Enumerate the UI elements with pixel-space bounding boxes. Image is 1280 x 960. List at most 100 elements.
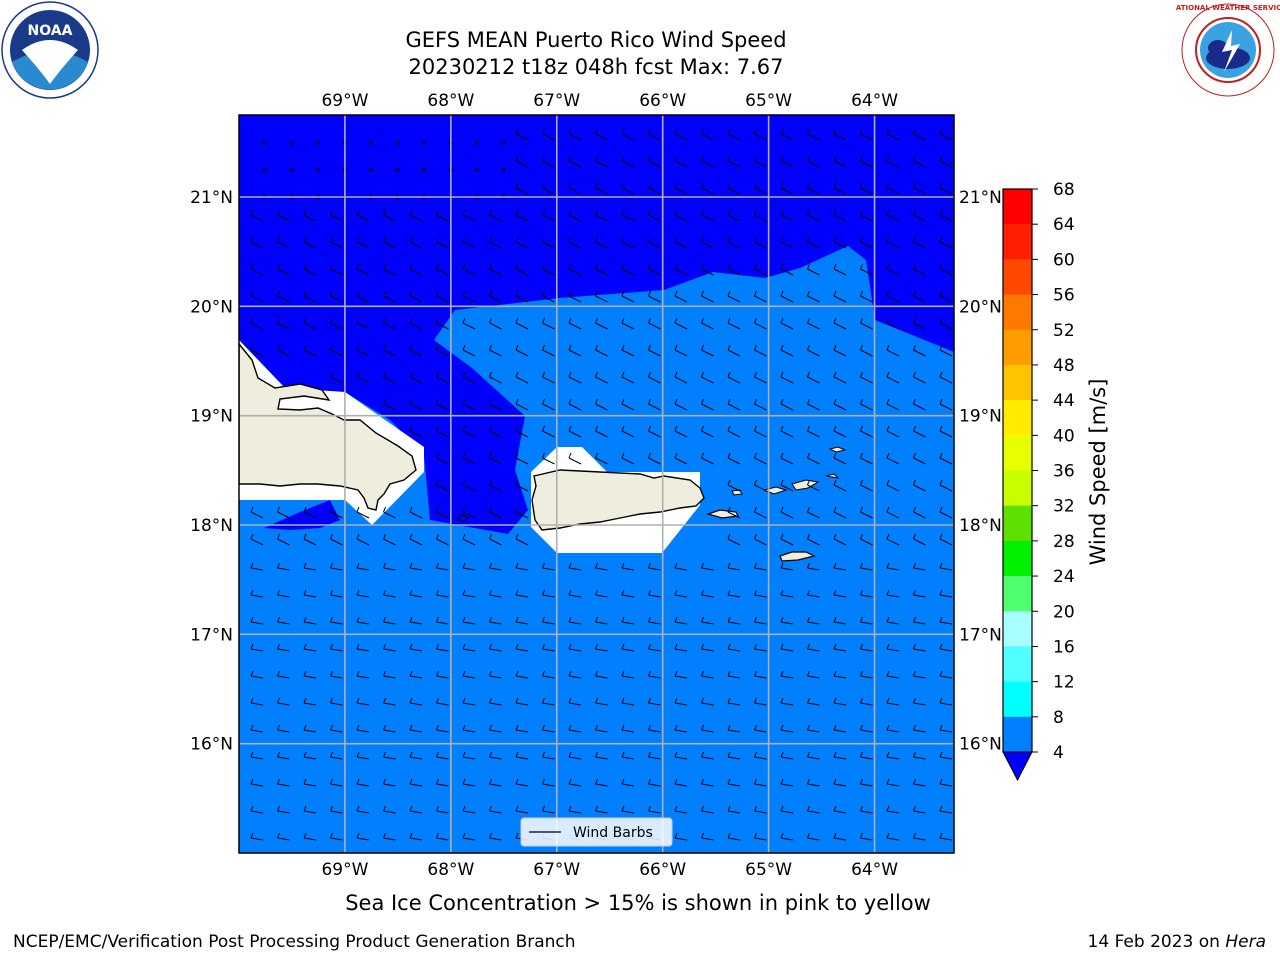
colorbar-tick-label: 16 — [1053, 637, 1075, 657]
wind-barb-flag — [568, 778, 572, 785]
wind-barb-shaft — [542, 783, 555, 787]
wind-barb-flag — [648, 778, 651, 785]
colorbar-tick-label: 8 — [1053, 708, 1064, 728]
wind-barb-flag — [648, 317, 651, 324]
wind-barb-flag — [886, 533, 890, 540]
wind-barb-flag — [780, 263, 784, 270]
wind-barb-shaft — [754, 810, 767, 814]
wind-barb-shaft — [727, 376, 741, 384]
colorbar-band — [1003, 294, 1032, 331]
wind-barb-shaft — [674, 621, 688, 625]
wind-barb-shaft — [330, 511, 343, 519]
wind-barb-shaft — [489, 702, 502, 706]
wind-barb-shaft — [648, 349, 661, 357]
wind-barb-flag — [727, 182, 731, 189]
wind-barb-flag — [913, 344, 916, 351]
wind-barb-shaft — [860, 837, 873, 841]
wind-barb-shaft — [356, 837, 370, 841]
wind-barb-shaft — [701, 702, 714, 706]
colorbar-band — [1003, 329, 1032, 366]
wind-barb-shaft — [754, 430, 767, 438]
wind-barb-shaft — [595, 187, 608, 195]
wind-barb-shaft — [780, 837, 794, 841]
wind-barb-flag — [595, 236, 598, 243]
wind-barb-flag — [250, 562, 254, 569]
wind-barb-shaft — [250, 322, 264, 330]
wind-barb-flag — [330, 778, 333, 785]
wind-barb-shaft — [860, 810, 873, 814]
graticule — [239, 115, 954, 853]
wind-barb-flag — [886, 589, 890, 596]
wind-barb-shaft — [621, 702, 635, 706]
wind-barb-shaft — [383, 594, 396, 598]
wind-barb-shaft — [860, 783, 873, 787]
wind-barb-shaft — [833, 187, 847, 195]
wind-barb-shaft — [303, 511, 317, 519]
wind-barb-flag — [383, 533, 386, 540]
colorbar-tick-label: 40 — [1053, 426, 1075, 446]
wind-barb-shaft — [674, 376, 688, 384]
colorbar-band — [1003, 364, 1032, 401]
wind-barb-flag — [542, 778, 545, 785]
wind-barb-shaft — [303, 648, 317, 652]
wind-barb-flag — [621, 182, 625, 189]
wind-barb-flag — [462, 670, 466, 677]
wind-barb-shaft — [886, 621, 900, 625]
wind-barb-shaft — [939, 457, 953, 465]
wind-barb-shaft — [409, 810, 423, 814]
wind-barb-shaft — [886, 538, 900, 546]
wind-barb-shaft — [939, 621, 953, 625]
wind-barb-shaft — [595, 457, 608, 465]
wind-barb-flag — [727, 344, 731, 351]
wind-barb-shaft — [807, 810, 820, 814]
wind-barb-shaft — [807, 133, 820, 141]
wind-barb-shaft — [701, 376, 714, 384]
calm-marker — [395, 140, 400, 146]
wind-barb-flag — [833, 724, 837, 731]
wind-barb-flag — [780, 371, 784, 378]
wind-barb-flag — [913, 724, 916, 731]
wind-barb-flag — [436, 778, 439, 785]
wind-barb-flag — [674, 643, 678, 650]
wind-barb-flag — [727, 670, 731, 677]
colorbar-band — [1003, 259, 1032, 296]
wind-barb-shaft — [648, 457, 661, 465]
wind-barb-shaft — [436, 538, 449, 546]
wind-barb-flag — [621, 805, 625, 812]
wind-barb-flag — [568, 263, 572, 270]
colorbar-tick-label: 36 — [1053, 462, 1075, 482]
wind-barb-flag — [939, 317, 943, 324]
wind-barb-flag — [754, 290, 757, 297]
wind-barb-shaft — [754, 214, 767, 222]
wind-barb-shaft — [807, 160, 820, 168]
wind-barb-shaft — [939, 594, 953, 598]
wind-barb-flag — [648, 209, 651, 216]
wind-barb-flag — [303, 263, 307, 270]
wind-barb-shaft — [277, 675, 290, 679]
wind-barb-shaft — [462, 214, 476, 222]
wind-barb-flag — [621, 452, 625, 459]
wind-barb-shaft — [886, 702, 900, 706]
lon-label-top: 65°W — [745, 91, 792, 111]
wind-barb-shaft — [727, 295, 741, 303]
wind-barb-shaft — [727, 133, 741, 141]
wind-barb-shaft — [277, 621, 290, 625]
wind-barb-shaft — [595, 621, 608, 625]
wind-barb-shaft — [913, 567, 926, 571]
wind-barb-flag — [462, 616, 466, 623]
wind-barb-flag — [436, 670, 439, 677]
wind-barb-flag — [515, 263, 519, 270]
wind-barb-shaft — [886, 756, 900, 760]
wind-barb-flag — [489, 425, 492, 432]
wind-barb-flag — [754, 697, 757, 704]
wind-barb-shaft — [701, 783, 714, 787]
colorbar-band — [1003, 505, 1032, 542]
wind-barb-flag — [515, 697, 519, 704]
wind-barb-shaft — [860, 403, 873, 411]
wind-barb-shaft — [330, 295, 343, 303]
wind-barb-flag — [674, 317, 678, 324]
wind-barb-shaft — [860, 268, 873, 276]
wind-barb-flag — [913, 805, 916, 812]
wind-barb-flag — [833, 697, 837, 704]
wind-barb-flag — [568, 643, 572, 650]
